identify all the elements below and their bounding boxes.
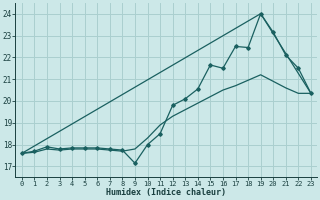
X-axis label: Humidex (Indice chaleur): Humidex (Indice chaleur) <box>106 188 226 197</box>
